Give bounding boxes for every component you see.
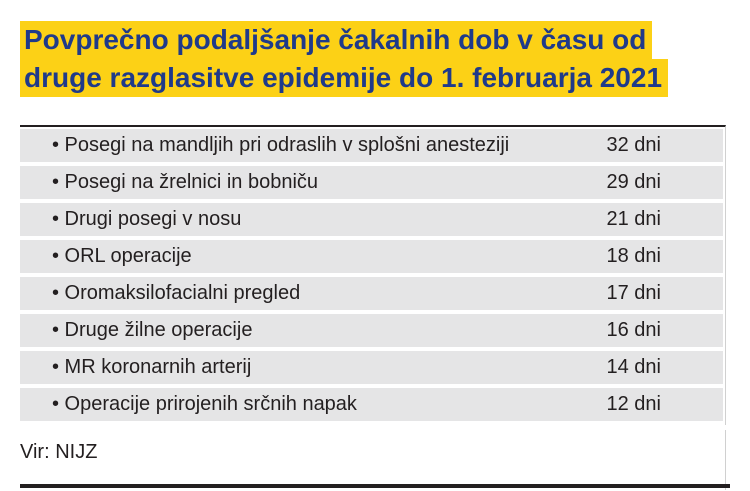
table-row: • Posegi na žrelnici in bobniču 29 dni (20, 166, 723, 199)
row-label: • Druge žilne operacije (52, 319, 253, 341)
row-label: • Posegi na mandljih pri odraslih v splo… (52, 134, 510, 156)
table-row: • Oromaksilofacialni pregled 17 dni (20, 277, 723, 310)
row-value: 17 dni (606, 282, 662, 304)
table-row: • MR koronarnih arterij 14 dni (20, 351, 723, 384)
row-value: 32 dni (606, 134, 662, 156)
row-value: 21 dni (606, 208, 662, 230)
row-label: • ORL operacije (52, 245, 192, 267)
table-row: • Druge žilne operacije 16 dni (20, 314, 723, 347)
row-value: 18 dni (606, 245, 662, 267)
title-line-2: druge razglasitve epidemije do 1. februa… (20, 59, 669, 97)
row-label: • Oromaksilofacialni pregled (52, 282, 301, 304)
row-label: • Drugi posegi v nosu (52, 208, 242, 230)
bottom-rule (20, 484, 730, 488)
table-row: • Drugi posegi v nosu 21 dni (20, 203, 723, 236)
row-label: • MR koronarnih arterij (52, 356, 252, 378)
source-note: Vir: NIJZ (20, 441, 98, 463)
row-value: 12 dni (606, 393, 662, 415)
table-row: • ORL operacije 18 dni (20, 240, 723, 273)
row-label: • Operacije prirojenih srčnih napak (52, 393, 357, 415)
row-value: 29 dni (606, 171, 662, 193)
row-value: 16 dni (606, 319, 662, 341)
waiting-times-table: • Posegi na mandljih pri odraslih v splo… (20, 125, 726, 425)
row-value: 14 dni (606, 356, 662, 378)
title-line-1: Povprečno podaljšanje čakalnih dob v čas… (20, 21, 653, 59)
row-label: • Posegi na žrelnici in bobniču (52, 171, 319, 193)
table-row: • Posegi na mandljih pri odraslih v splo… (20, 129, 723, 162)
chart-title: Povprečno podaljšanje čakalnih dob v čas… (20, 21, 730, 97)
table-row: • Operacije prirojenih srčnih napak 12 d… (20, 388, 723, 421)
divider (725, 430, 726, 490)
